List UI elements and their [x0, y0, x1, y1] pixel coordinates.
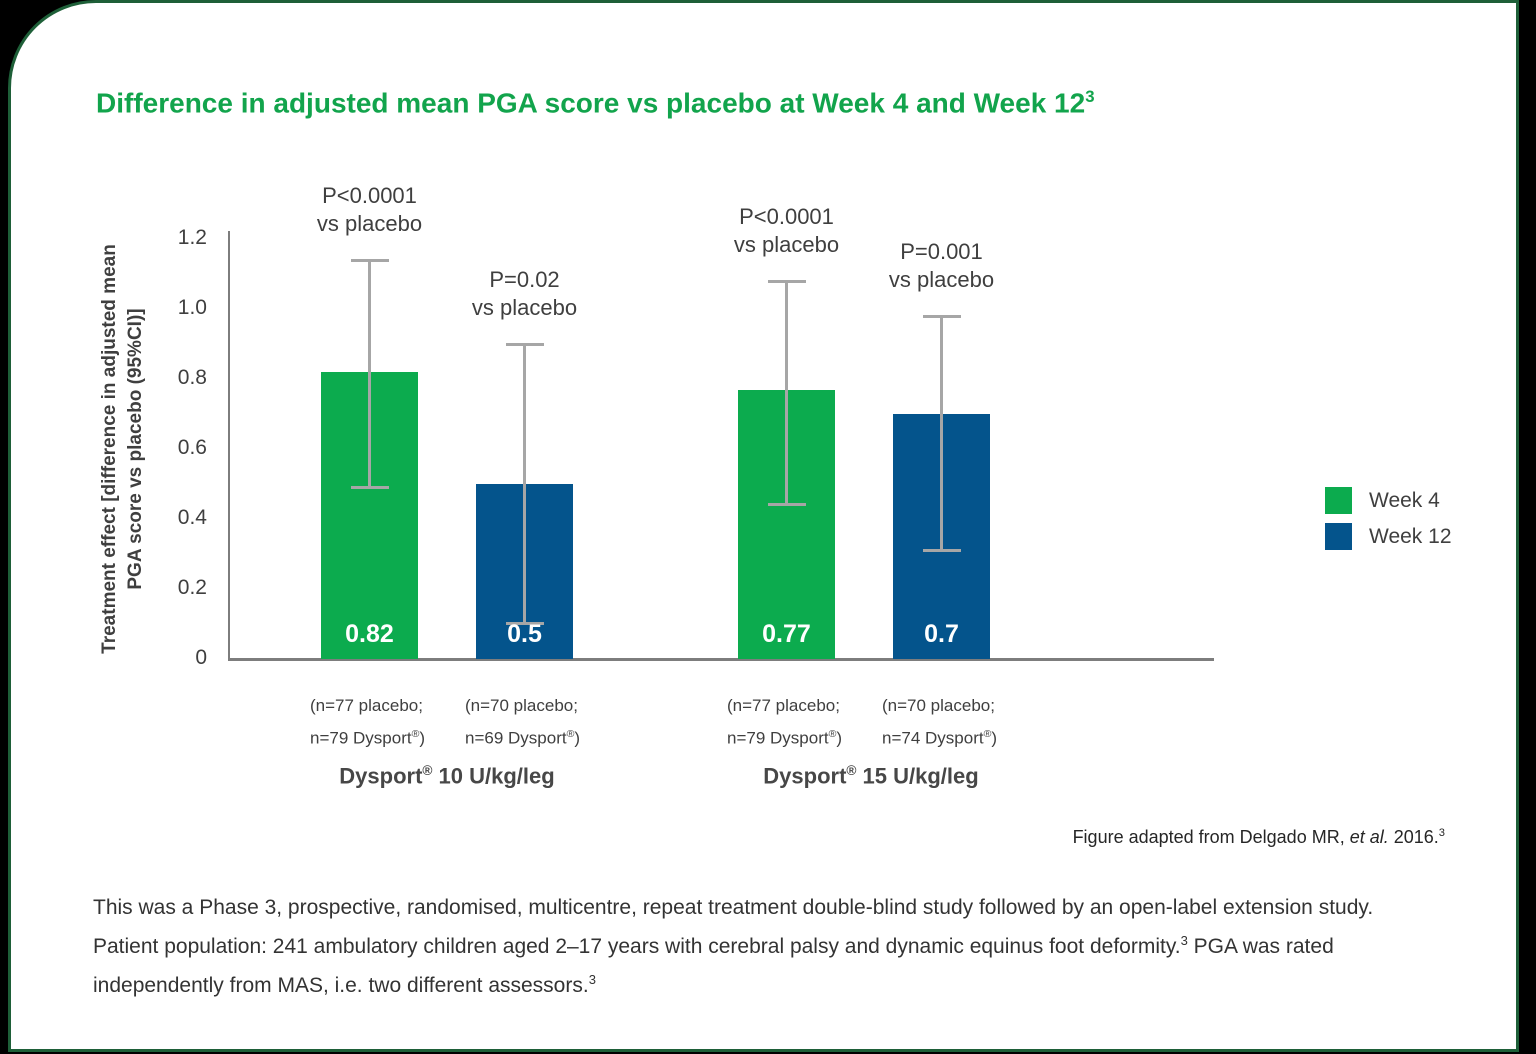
y-axis-label: Treatment effect [difference in adjusted… — [97, 209, 149, 689]
p-value-line2: vs placebo — [733, 232, 840, 257]
caption-part1: Figure adapted from Delgado MR, — [1072, 827, 1350, 847]
y-axis-label-line2: PGA score vs placebo (95%CI)] — [125, 308, 146, 590]
group-label: Dysport® 15 U/kg/leg — [763, 763, 979, 789]
y-axis-tick-label: 0.8 — [177, 366, 207, 389]
caption-etal: et al. — [1349, 827, 1389, 847]
error-bar-cap-bottom — [922, 548, 961, 552]
p-value-line1: P=0.02 — [489, 267, 560, 292]
error-bar-cap-top — [922, 315, 961, 318]
study-part2: PGA was rated independently from MAS, i.… — [93, 935, 1334, 997]
y-axis-tick-label: 0.6 — [177, 436, 207, 459]
y-axis-line — [228, 231, 230, 661]
error-bar-line — [368, 260, 371, 488]
p-value-label: P<0.0001 vs placebo — [697, 203, 877, 259]
study-description: This was a Phase 3, prospective, randomi… — [93, 891, 1433, 1002]
bar-value-label: 0.82 — [345, 620, 394, 648]
sample-size-label: (n=70 placebo; n=74 Dysport®) — [882, 696, 998, 748]
error-bar-cap-top — [505, 343, 544, 346]
bar-value-label: 0.5 — [507, 620, 542, 648]
sample-size-label: (n=77 placebo; n=79 Dysport®) — [727, 696, 843, 748]
y-axis-tick-label: 1.0 — [177, 296, 207, 319]
p-value-line1: P<0.0001 — [322, 183, 417, 208]
p-value-line1: P<0.0001 — [739, 204, 834, 229]
pga-bar-chart: Treatment effect [difference in adjusted… — [11, 3, 1516, 1049]
study-sup1: 3 — [1180, 933, 1188, 948]
caption-part2: 2016. — [1388, 827, 1439, 847]
chart-title-superscript: 3 — [1085, 87, 1095, 106]
error-bar-cap-bottom — [767, 503, 806, 506]
p-value-line2: vs placebo — [316, 211, 423, 236]
legend-item-week12: Week 12 — [1325, 523, 1452, 550]
legend: Week 4 Week 12 — [1325, 487, 1452, 559]
y-axis-tick-label: 1.2 — [177, 226, 207, 249]
study-part1: This was a Phase 3, prospective, randomi… — [93, 896, 1374, 958]
p-value-line1: P=0.001 — [900, 239, 983, 264]
legend-label-week12: Week 12 — [1369, 524, 1452, 548]
y-axis-tick-label: 0 — [195, 646, 207, 669]
legend-item-week4: Week 4 — [1325, 487, 1452, 514]
error-bar-line — [785, 281, 788, 505]
slide-page: Difference in adjusted mean PGA score vs… — [8, 0, 1519, 1052]
error-bar-cap-bottom — [505, 622, 544, 625]
sample-size-label: (n=70 placebo; n=69 Dysport®) — [465, 696, 581, 748]
p-value-line2: vs placebo — [888, 267, 995, 292]
error-bar-cap-bottom — [350, 485, 389, 489]
figure-caption: Figure adapted from Delgado MR, et al. 2… — [945, 827, 1445, 848]
chart-title-text: Difference in adjusted mean PGA score vs… — [96, 87, 1086, 119]
group-label: Dysport® 10 U/kg/leg — [339, 763, 555, 789]
y-axis-tick-label: 0.4 — [177, 506, 207, 529]
y-axis-label-line1: Treatment effect [difference in adjusted… — [99, 244, 120, 654]
legend-swatch-week12 — [1325, 523, 1352, 550]
legend-label-week4: Week 4 — [1369, 488, 1440, 512]
error-bar-line — [940, 316, 943, 551]
bar-value-label: 0.77 — [762, 620, 811, 648]
x-axis-line — [228, 658, 1214, 661]
chart-title: Difference in adjusted mean PGA score vs… — [96, 81, 1095, 119]
p-value-label: P=0.001 vs placebo — [852, 238, 1032, 294]
error-bar-cap-top — [767, 280, 806, 283]
p-value-label: P<0.0001 vs placebo — [280, 182, 460, 238]
p-value-label: P=0.02 vs placebo — [435, 266, 615, 322]
p-value-line2: vs placebo — [471, 295, 578, 320]
error-bar-cap-top — [350, 259, 389, 262]
study-sup2: 3 — [588, 972, 596, 987]
legend-swatch-week4 — [1325, 487, 1352, 514]
y-axis-tick-label: 0.2 — [177, 576, 207, 599]
caption-superscript: 3 — [1438, 827, 1445, 839]
error-bar-line — [523, 344, 526, 624]
bar-value-label: 0.7 — [924, 620, 959, 648]
sample-size-label: (n=77 placebo; n=79 Dysport®) — [310, 696, 426, 748]
